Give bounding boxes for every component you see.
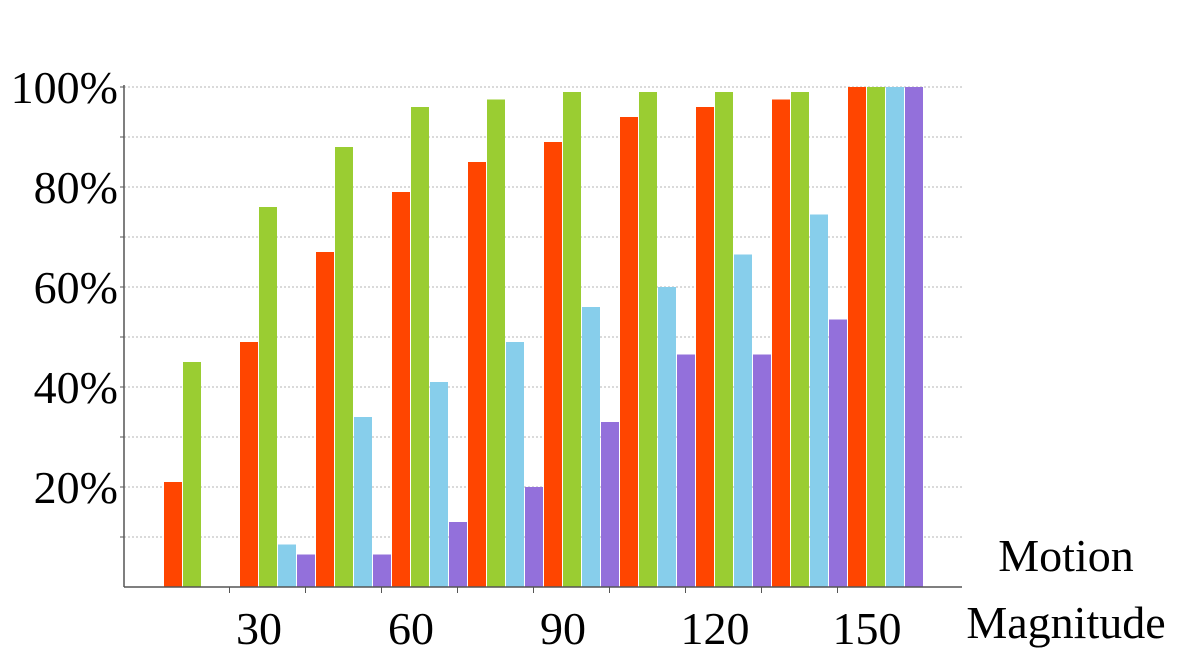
bar bbox=[544, 142, 562, 587]
bar bbox=[620, 117, 638, 587]
bar bbox=[449, 522, 467, 587]
bar bbox=[829, 319, 847, 587]
bar bbox=[183, 362, 201, 587]
bar bbox=[430, 382, 448, 587]
bar bbox=[164, 482, 182, 587]
bar bbox=[354, 417, 372, 587]
y-tick-labels: 20% 40% 60% 80% 100% bbox=[11, 62, 118, 513]
y-tick-label: 40% bbox=[34, 362, 118, 413]
bar bbox=[696, 107, 714, 587]
bar bbox=[753, 354, 771, 587]
y-tick-label: 60% bbox=[34, 262, 118, 313]
bars bbox=[164, 87, 923, 587]
bar bbox=[468, 162, 486, 587]
x-tick-label: 120 bbox=[681, 603, 750, 654]
bar bbox=[677, 354, 695, 587]
bar bbox=[563, 92, 581, 587]
bar bbox=[411, 107, 429, 587]
x-tick-label: 150 bbox=[833, 603, 902, 654]
bar bbox=[639, 92, 657, 587]
bar bbox=[905, 87, 923, 587]
x-axis-title-line-2: Magnitude bbox=[966, 597, 1165, 648]
bar bbox=[886, 87, 904, 587]
bar bbox=[715, 92, 733, 587]
bar bbox=[601, 422, 619, 587]
bar bbox=[335, 147, 353, 587]
y-tick-label: 80% bbox=[34, 162, 118, 213]
x-axis-title-line-1: Motion bbox=[998, 530, 1133, 581]
x-tick-label: 30 bbox=[236, 603, 282, 654]
bar bbox=[658, 287, 676, 587]
bar bbox=[487, 99, 505, 587]
bar bbox=[848, 87, 866, 587]
bar bbox=[392, 192, 410, 587]
bar bbox=[734, 254, 752, 587]
x-tick-label: 60 bbox=[388, 603, 434, 654]
bar bbox=[259, 207, 277, 587]
bar bbox=[240, 342, 258, 587]
bar bbox=[506, 342, 524, 587]
bar bbox=[525, 487, 543, 587]
bar bbox=[772, 99, 790, 587]
x-tick-label: 90 bbox=[540, 603, 586, 654]
bar bbox=[791, 92, 809, 587]
bar bbox=[867, 87, 885, 587]
axes bbox=[120, 85, 962, 593]
y-tick-label: 100% bbox=[11, 62, 118, 113]
bar bbox=[810, 214, 828, 587]
bar bbox=[316, 252, 334, 587]
bar bbox=[278, 544, 296, 587]
x-tick-labels: 30 60 90 120 150 bbox=[236, 603, 902, 654]
bar bbox=[373, 554, 391, 587]
bar bbox=[582, 307, 600, 587]
y-tick-label: 20% bbox=[34, 462, 118, 513]
bar bbox=[297, 554, 315, 587]
